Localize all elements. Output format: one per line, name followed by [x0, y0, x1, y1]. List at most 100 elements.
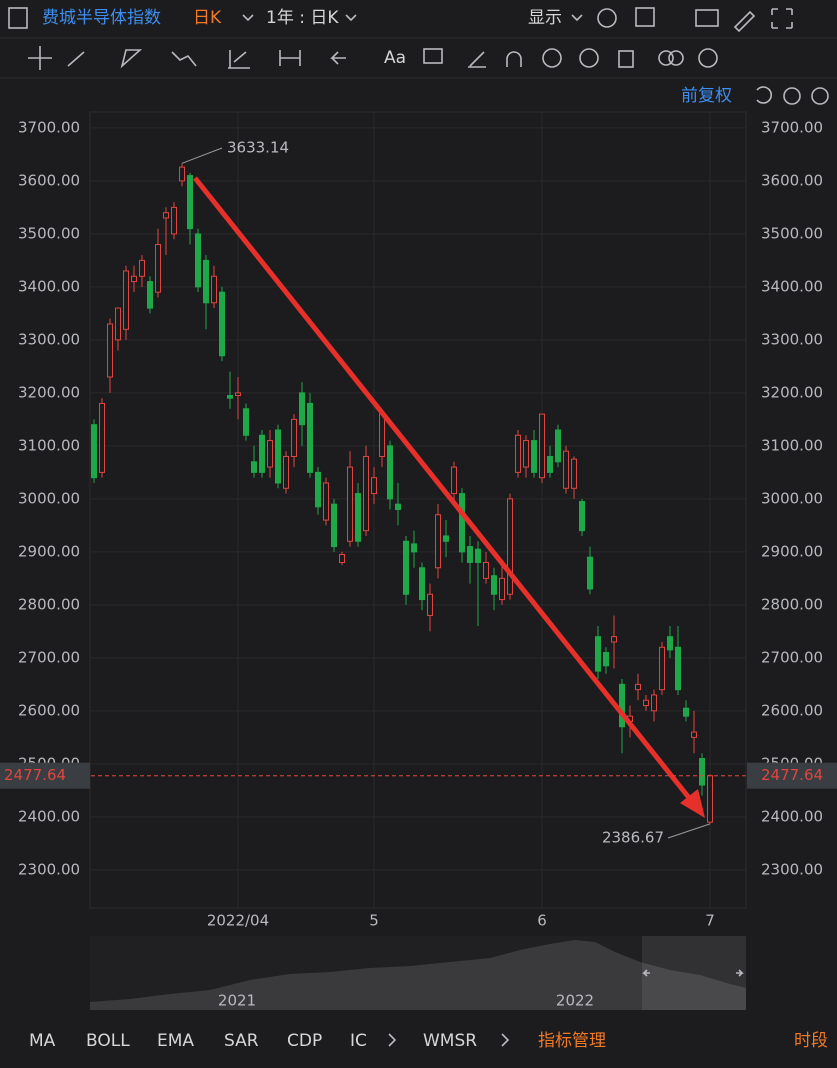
stock-title[interactable]: 费城半导体指数 [42, 8, 161, 28]
y2-tick-label: 3200.00 [761, 383, 823, 401]
y2-tick-label: 3100.00 [761, 436, 823, 454]
period[interactable]: 日K [193, 8, 222, 28]
min-label: 2386.67 [602, 829, 664, 847]
navigator-window[interactable] [642, 936, 746, 1010]
magnet-tool[interactable] [506, 51, 522, 67]
layout-icon[interactable] [635, 7, 655, 27]
indicator-tab[interactable]: SAR [224, 1031, 259, 1051]
indicator-tab[interactable]: IC [350, 1031, 367, 1051]
y2-tick-label: 3500.00 [761, 224, 823, 242]
candle-body [451, 466, 457, 495]
candle-body [131, 275, 137, 283]
candle-body [611, 636, 617, 643]
line-tool[interactable] [67, 51, 85, 67]
settings-icon[interactable] [597, 8, 617, 28]
candle-body [499, 577, 505, 601]
candle-body [459, 493, 465, 553]
candle-body [539, 413, 545, 479]
note-tool[interactable] [423, 48, 443, 64]
indicator-tab[interactable]: CDP [287, 1031, 322, 1051]
candle-body [227, 395, 233, 399]
candle-body [483, 561, 489, 579]
y-tick-label: 3700.00 [18, 118, 80, 136]
candle-body [355, 493, 361, 542]
y2-tick-label: 2700.00 [761, 648, 823, 666]
y-tick-label: 3600.00 [18, 171, 80, 189]
last-price-box [747, 762, 837, 789]
sidebar-toggle[interactable] [8, 7, 28, 29]
candle-body [651, 694, 657, 712]
candle-body [507, 498, 513, 595]
candle-body [475, 548, 481, 563]
display[interactable]: 显示 [528, 8, 562, 28]
undo-icon[interactable] [756, 86, 772, 104]
draw-icon[interactable] [733, 10, 756, 33]
shape-tool[interactable] [120, 49, 143, 69]
toolbar-settings[interactable] [698, 48, 718, 68]
range[interactable]: 1年 : 日K [266, 8, 339, 28]
period-dropdown[interactable] [242, 14, 254, 22]
trend-arrow[interactable] [193, 176, 692, 801]
eraser-tool[interactable] [468, 51, 486, 68]
zoom-in[interactable] [811, 87, 829, 105]
candle-body [323, 482, 329, 521]
candle-body [107, 323, 113, 378]
y2-tick-label: 2300.00 [761, 860, 823, 878]
indicator-tab[interactable]: WMSR [423, 1031, 477, 1051]
y2-tick-label: 2900.00 [761, 542, 823, 560]
candle-body [115, 307, 121, 341]
range-dropdown[interactable] [345, 14, 357, 22]
candle-body [467, 546, 473, 563]
candle-body [187, 175, 193, 230]
navigator-handles[interactable] [642, 969, 744, 977]
candle-body [699, 758, 705, 786]
min-leader [667, 823, 711, 839]
candle-body [203, 259, 209, 304]
session-tab[interactable]: 时段 [794, 1031, 828, 1051]
lock-tool[interactable] [542, 48, 562, 68]
compare-icon[interactable] [658, 50, 674, 66]
trend-arrow-head[interactable] [680, 789, 705, 818]
candle-body [587, 556, 593, 590]
hide-tool[interactable] [579, 48, 599, 68]
compare-icon[interactable] [668, 50, 684, 66]
adjust-mode[interactable]: 前复权 [681, 86, 732, 106]
candle-body [283, 455, 289, 489]
y-tick-label: 2300.00 [18, 860, 80, 878]
indicator-tab[interactable]: BOLL [86, 1031, 130, 1051]
candle-body [547, 455, 553, 473]
navigator-area [90, 940, 746, 1010]
candle-body [171, 206, 177, 235]
arrow-tool[interactable] [330, 51, 346, 65]
delete-tool[interactable] [618, 50, 634, 68]
display-dropdown[interactable] [571, 14, 583, 22]
candle-body [363, 455, 369, 532]
candle-body [195, 233, 201, 288]
candle-body [291, 418, 297, 457]
indicator-tab[interactable]: EMA [157, 1031, 194, 1051]
move-tool[interactable] [28, 46, 52, 70]
zoom-out[interactable] [783, 87, 801, 105]
y-tick-label: 3200.00 [18, 383, 80, 401]
fullscreen-icon[interactable] [771, 8, 793, 29]
camera-icon[interactable] [695, 9, 719, 27]
candle-body [139, 259, 145, 277]
last-price-label: 2477.64 [4, 766, 66, 784]
candle-body [643, 699, 649, 707]
candle-body [243, 408, 249, 436]
candle-body [707, 775, 713, 823]
candle-body [419, 567, 425, 601]
indicator-tab[interactable]: MA [29, 1031, 56, 1051]
indicator-manage[interactable]: 指标管理 [538, 1031, 606, 1051]
fib-tool[interactable] [228, 50, 250, 69]
measure-tool[interactable] [279, 50, 301, 66]
candle-body [379, 413, 385, 457]
text-tool[interactable]: Aa [384, 48, 406, 68]
y2-tick-label: 3600.00 [761, 171, 823, 189]
tab-chevron[interactable] [388, 1033, 510, 1047]
wave-tool[interactable] [171, 51, 197, 67]
